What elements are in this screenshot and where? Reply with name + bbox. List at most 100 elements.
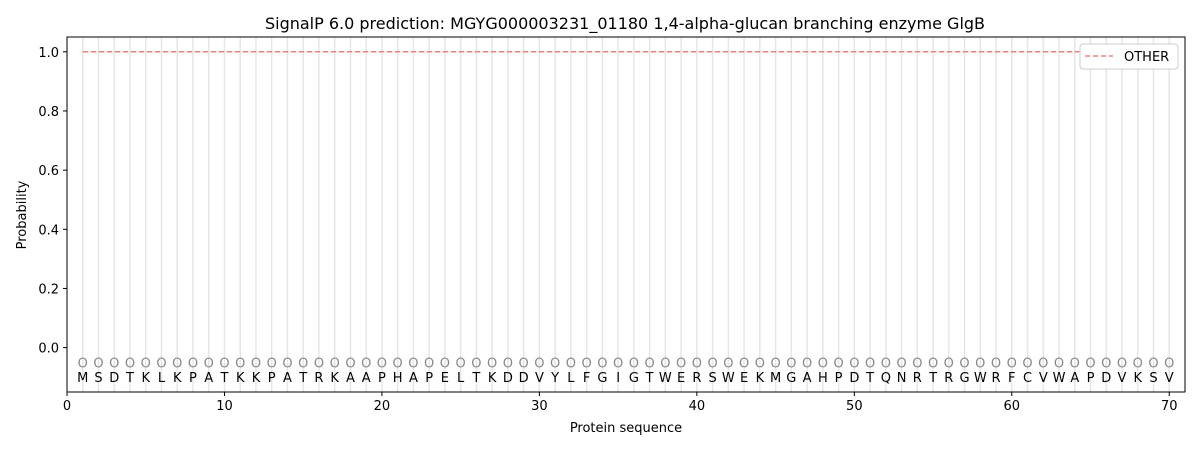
y-tick-label: 0.2 (38, 282, 59, 297)
residue-label: H (818, 371, 828, 386)
residue-label: R (992, 371, 1001, 386)
residue-label: K (252, 371, 261, 386)
residue-label: G (960, 371, 970, 386)
residue-label: D (1101, 371, 1111, 386)
predicted-label-mark: O (393, 356, 403, 371)
residue-label: V (1118, 371, 1127, 386)
residue-label: R (913, 371, 922, 386)
predicted-label-mark: O (471, 356, 481, 371)
residue-label: M (77, 371, 88, 386)
residue-label: S (1149, 371, 1157, 386)
predicted-label-mark: O (770, 356, 780, 371)
predicted-label-mark: O (975, 356, 985, 371)
residue-label: A (362, 371, 371, 386)
predicted-label-mark: O (1164, 356, 1174, 371)
predicted-label-mark: O (597, 356, 607, 371)
residue-label: E (441, 371, 449, 386)
predicted-label-mark: O (219, 356, 229, 371)
predicted-label-mark: O (78, 356, 88, 371)
x-tick-label: 70 (1161, 399, 1178, 414)
legend: OTHER (1079, 43, 1179, 70)
residue-label: K (330, 371, 339, 386)
predicted-label-mark: O (739, 356, 749, 371)
residue-label: K (173, 371, 182, 386)
predicted-label-mark: O (235, 356, 245, 371)
residue-label: K (1133, 371, 1142, 386)
residue-label: A (283, 371, 292, 386)
residue-label: T (125, 371, 134, 386)
y-tick-label: 0.8 (38, 105, 59, 120)
x-tick-label: 0 (63, 399, 71, 414)
predicted-label-mark: O (991, 356, 1001, 371)
predicted-label-mark: O (456, 356, 466, 371)
predicted-label-mark: O (204, 356, 214, 371)
residue-label: Q (881, 371, 891, 386)
residue-label: P (425, 371, 433, 386)
predicted-label-mark: O (818, 356, 828, 371)
predicted-label-mark: O (786, 356, 796, 371)
residue-label: A (346, 371, 355, 386)
predicted-label-mark: O (125, 356, 135, 371)
residue-label: N (897, 371, 907, 386)
residue-label: R (692, 371, 701, 386)
predicted-label-mark: O (487, 356, 497, 371)
predicted-label-mark: O (566, 356, 576, 371)
predicted-label-mark: O (156, 356, 166, 371)
predicted-label-mark: O (314, 356, 324, 371)
residue-label: W (659, 371, 672, 386)
residue-label: P (1087, 371, 1095, 386)
residue-label: M (770, 371, 781, 386)
predicted-label-mark: O (723, 356, 733, 371)
predicted-label-mark: O (1007, 356, 1017, 371)
residue-label: P (189, 371, 197, 386)
plot-frame (66, 36, 1186, 393)
residue-label: C (1023, 371, 1032, 386)
residue-label: S (94, 371, 102, 386)
residue-label: H (393, 371, 403, 386)
residue-label: L (567, 371, 575, 386)
residue-label: F (583, 371, 590, 386)
predicted-label-mark: O (345, 356, 355, 371)
residue-label: G (597, 371, 607, 386)
predicted-label-mark: O (629, 356, 639, 371)
predicted-label-mark: O (109, 356, 119, 371)
residue-label: T (471, 371, 480, 386)
predicted-label-mark: O (503, 356, 513, 371)
predicted-label-mark: O (330, 356, 340, 371)
predicted-label-mark: O (645, 356, 655, 371)
residue-label: T (865, 371, 874, 386)
x-tick-label: 50 (846, 399, 863, 414)
predicted-label-mark: O (519, 356, 529, 371)
y-axis-label: Probability (15, 180, 30, 249)
residue-label: V (535, 371, 544, 386)
predicted-label-mark: O (802, 356, 812, 371)
predicted-label-mark: O (188, 356, 198, 371)
predicted-label-mark: O (267, 356, 277, 371)
predicted-label-mark: O (912, 356, 922, 371)
residue-label: S (708, 371, 716, 386)
y-tick-label: 1.0 (38, 46, 59, 61)
predicted-label-mark: O (1117, 356, 1127, 371)
residue-label: G (786, 371, 796, 386)
predicted-label-mark: O (424, 356, 434, 371)
predicted-label-mark: O (1038, 356, 1048, 371)
predicted-label-mark: O (172, 356, 182, 371)
x-tick-label: 60 (1004, 399, 1021, 414)
residue-label: A (803, 371, 812, 386)
legend-label-other: OTHER (1124, 50, 1169, 65)
residue-label: A (204, 371, 213, 386)
predicted-label-mark: O (550, 356, 560, 371)
predicted-label-mark: O (707, 356, 717, 371)
residue-label: T (645, 371, 654, 386)
predicted-label-mark: O (298, 356, 308, 371)
residue-label: P (268, 371, 276, 386)
residue-label: R (944, 371, 953, 386)
predicted-label-mark: O (1133, 356, 1143, 371)
predicted-label-mark: O (1054, 356, 1064, 371)
residue-label: T (298, 371, 307, 386)
residue-label: D (849, 371, 859, 386)
predicted-label-mark: O (692, 356, 702, 371)
residue-label: W (1053, 371, 1066, 386)
residue-label: F (1008, 371, 1015, 386)
predicted-label-mark: O (849, 356, 859, 371)
